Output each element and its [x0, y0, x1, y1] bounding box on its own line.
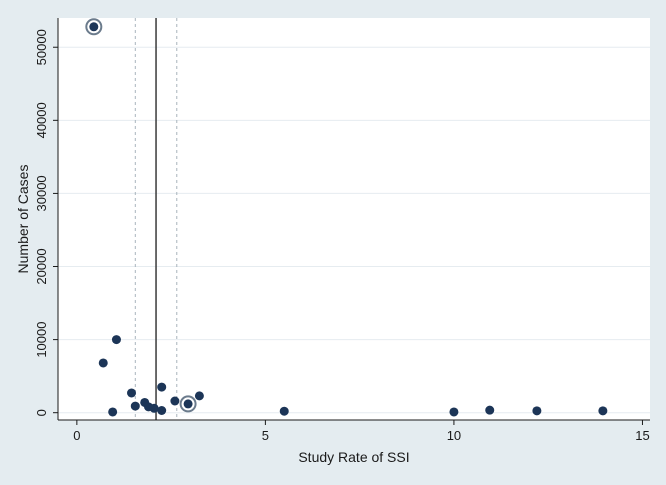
data-point [485, 405, 495, 415]
x-axis-title: Study Rate of SSI [298, 449, 409, 465]
x-tick-label: 5 [262, 428, 269, 443]
data-point [449, 407, 459, 417]
data-point [108, 407, 118, 417]
highlight-ring [179, 395, 197, 413]
y-tick-label: 20000 [34, 248, 49, 284]
y-tick-label: 30000 [34, 175, 49, 211]
data-point [183, 399, 193, 409]
data-point [157, 405, 167, 415]
y-tick-label: 50000 [34, 29, 49, 65]
data-point [127, 388, 137, 398]
data-point [130, 401, 140, 411]
data-point [532, 406, 542, 416]
data-point [194, 391, 204, 401]
data-point [170, 396, 180, 406]
x-tick-label: 15 [635, 428, 649, 443]
x-tick-label: 0 [73, 428, 80, 443]
data-points [85, 18, 608, 417]
data-point [98, 358, 108, 368]
x-tick-label: 10 [447, 428, 461, 443]
data-point [598, 406, 608, 416]
y-tick-label: 10000 [34, 322, 49, 358]
reference-lines [134, 18, 178, 420]
data-point [149, 403, 159, 413]
plot-area [58, 18, 650, 420]
y-tick-label: 0 [34, 409, 49, 416]
highlight-ring [85, 18, 103, 36]
tick-labels: 0 5 10 15 0 10000 20000 30000 40000 50000 [34, 29, 650, 443]
axes [57, 18, 650, 421]
y-axis-title: Number of Cases [15, 165, 31, 274]
y-tick-label: 40000 [34, 102, 49, 138]
data-point [89, 22, 99, 32]
data-point [111, 335, 121, 345]
data-point [157, 382, 167, 392]
data-point [279, 406, 289, 416]
